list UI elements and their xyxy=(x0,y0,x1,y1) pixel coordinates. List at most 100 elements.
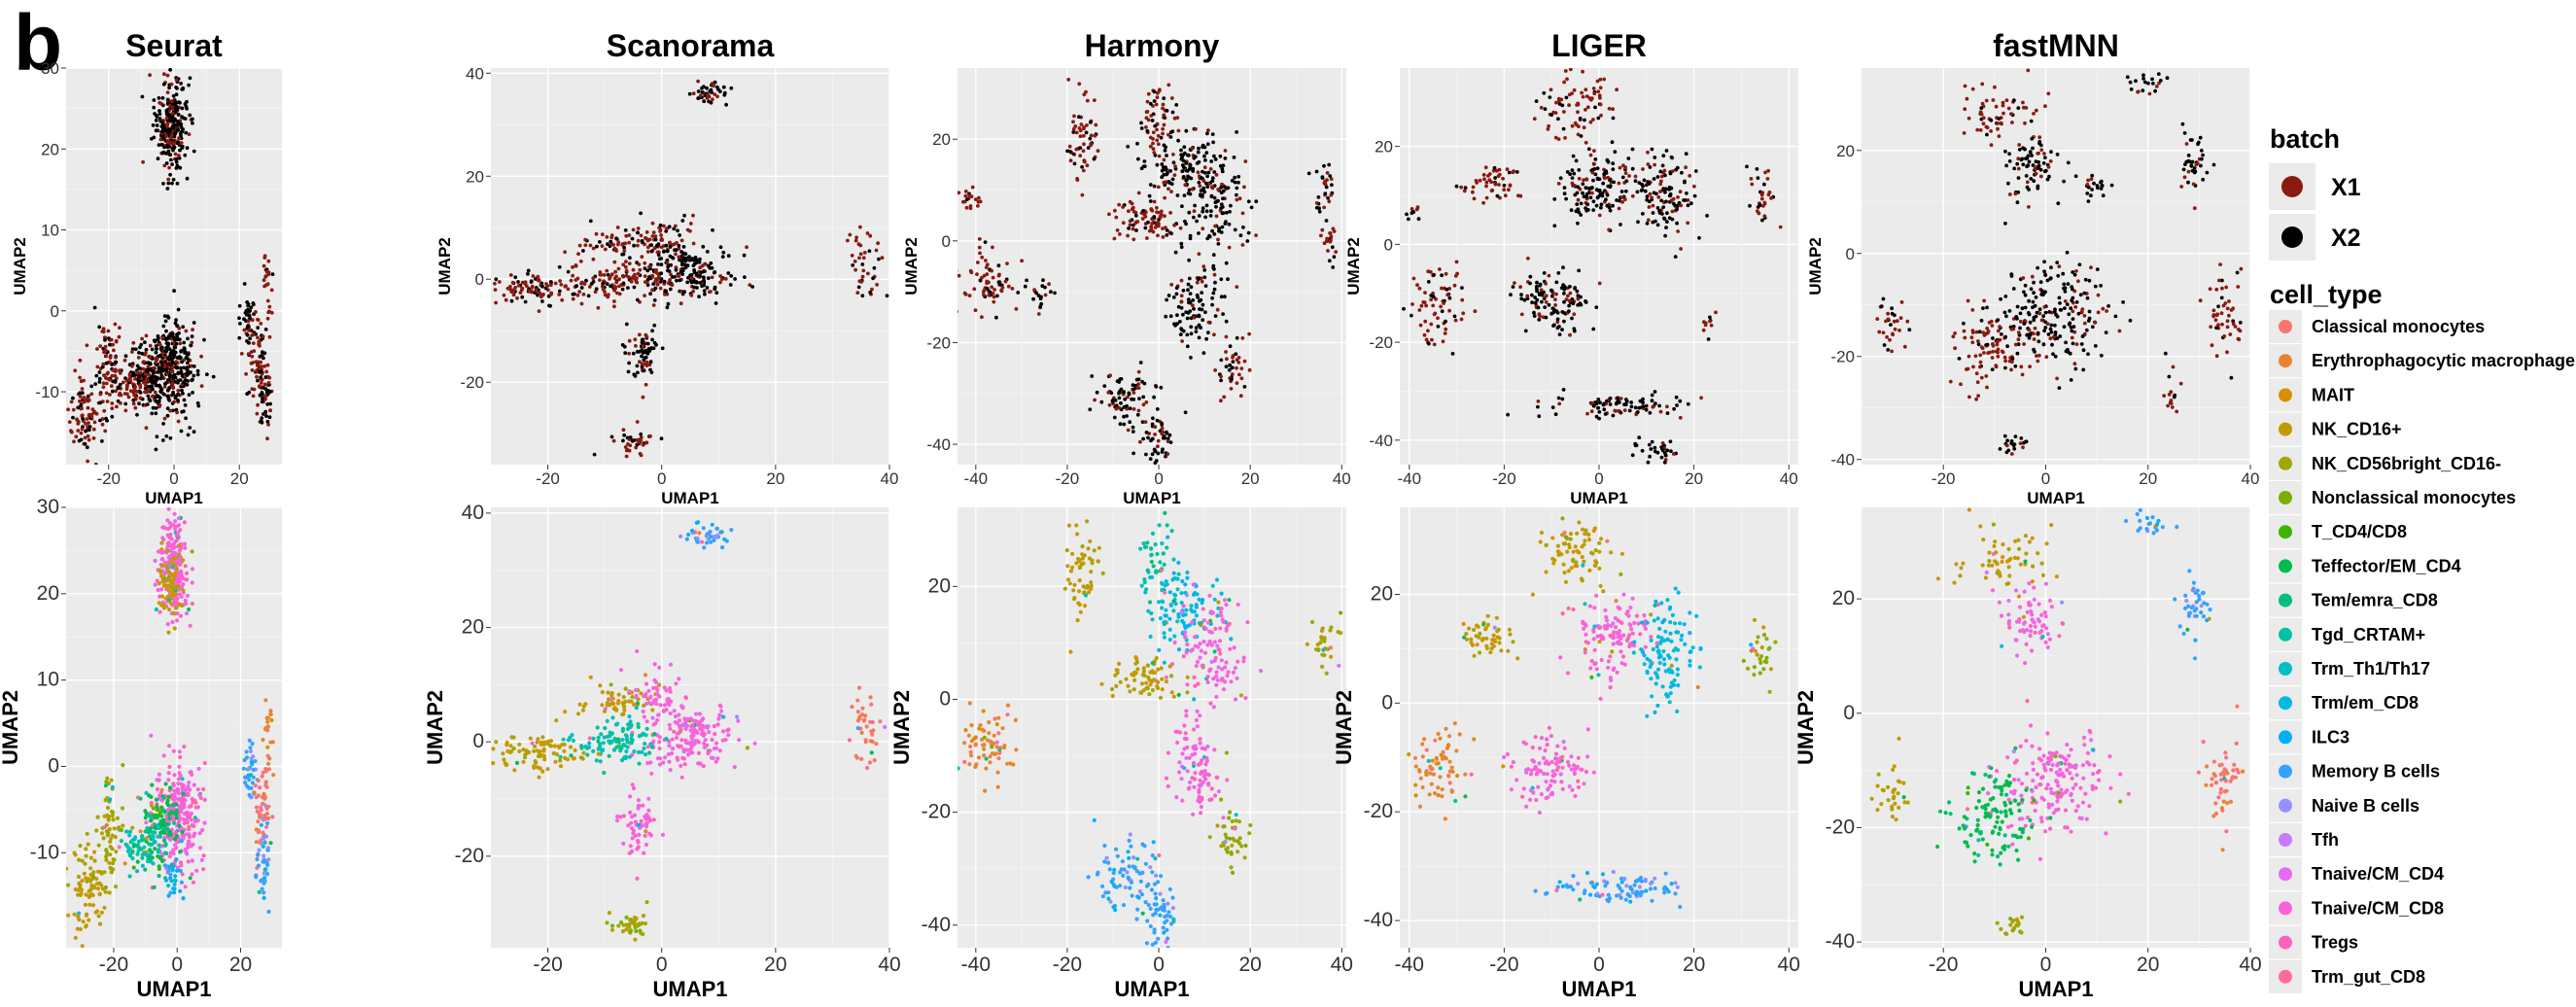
data-point xyxy=(2141,73,2145,78)
data-point xyxy=(2010,121,2014,124)
data-point xyxy=(132,388,137,393)
data-point xyxy=(1423,319,1428,324)
data-point xyxy=(112,348,116,353)
data-point xyxy=(1985,305,1989,310)
data-point xyxy=(1536,404,1540,409)
data-point xyxy=(1669,449,1673,453)
data-point xyxy=(1161,226,1165,231)
data-point xyxy=(669,262,673,267)
data-point xyxy=(108,360,112,365)
data-point xyxy=(161,134,166,139)
data-point xyxy=(700,86,704,90)
data-point xyxy=(252,387,257,392)
data-point xyxy=(173,571,178,576)
data-point xyxy=(1245,239,1250,243)
data-point xyxy=(866,271,870,276)
data-point xyxy=(588,243,593,248)
data-point xyxy=(953,197,957,201)
data-point xyxy=(85,445,89,450)
data-point xyxy=(691,263,696,268)
data-point xyxy=(2015,351,2020,356)
data-point xyxy=(69,399,74,404)
data-point xyxy=(702,289,707,293)
data-point xyxy=(1766,192,1771,197)
data-point xyxy=(1561,126,1566,131)
data-point xyxy=(1599,205,1603,210)
scatter-points xyxy=(1402,68,1783,465)
data-point xyxy=(591,276,596,281)
data-point xyxy=(2134,79,2138,84)
data-point xyxy=(1136,191,1141,195)
data-point xyxy=(1584,87,1588,92)
x-tick-label: -20 xyxy=(1932,469,1956,488)
x-tick-label: 40 xyxy=(881,469,899,488)
data-point xyxy=(175,865,181,870)
data-point xyxy=(86,434,90,438)
data-point xyxy=(1189,331,1194,336)
data-point xyxy=(715,94,719,99)
data-point xyxy=(1985,385,1989,390)
data-point xyxy=(674,248,679,253)
data-point xyxy=(1176,304,1181,309)
data-point xyxy=(166,177,171,182)
data-point xyxy=(1659,179,1663,184)
data-point xyxy=(267,304,272,309)
data-point xyxy=(1641,167,1645,171)
data-point xyxy=(2021,276,2026,280)
data-point xyxy=(1508,184,1513,188)
data-point xyxy=(202,820,207,825)
data-point xyxy=(176,127,180,132)
data-point xyxy=(705,86,709,90)
data-point xyxy=(1670,209,1675,214)
data-point xyxy=(624,322,629,327)
data-point xyxy=(539,295,543,299)
data-point xyxy=(183,153,188,157)
data-point xyxy=(2022,290,2026,295)
data-point xyxy=(1562,80,1566,85)
data-point xyxy=(185,365,190,369)
data-point xyxy=(76,405,81,410)
data-point xyxy=(177,542,182,547)
data-point xyxy=(154,128,158,133)
data-point xyxy=(667,225,672,229)
data-point xyxy=(165,73,170,78)
data-point xyxy=(665,260,670,265)
data-point xyxy=(692,285,696,290)
data-point xyxy=(2002,111,2005,116)
data-point xyxy=(83,441,87,446)
data-point xyxy=(263,409,268,414)
data-point xyxy=(265,298,270,303)
data-point xyxy=(1516,193,1520,198)
data-point xyxy=(1669,198,1674,203)
data-point xyxy=(1166,83,1171,87)
data-point xyxy=(72,439,76,444)
data-point xyxy=(1597,189,1601,193)
data-point xyxy=(1162,113,1166,118)
x-tick-label: 0 xyxy=(657,469,666,488)
data-point xyxy=(1560,310,1565,314)
data-point xyxy=(973,197,978,202)
data-point xyxy=(885,294,889,298)
data-point xyxy=(1555,320,1560,325)
data-point xyxy=(494,300,498,305)
data-point xyxy=(104,348,108,353)
data-point xyxy=(2042,152,2046,156)
data-point xyxy=(1158,429,1163,434)
data-point xyxy=(586,294,591,298)
data-point xyxy=(523,282,528,286)
data-point xyxy=(86,399,90,403)
data-point xyxy=(251,341,256,345)
data-point xyxy=(178,165,183,170)
data-point xyxy=(874,248,879,253)
data-point xyxy=(2003,365,2007,370)
data-point xyxy=(623,264,628,269)
data-point xyxy=(163,319,168,324)
data-point xyxy=(1567,298,1572,303)
data-point xyxy=(2084,328,2089,332)
data-point xyxy=(1655,175,1660,179)
data-point xyxy=(1148,144,1153,149)
data-point xyxy=(190,796,194,802)
data-point xyxy=(1202,170,1207,175)
data-point xyxy=(1136,156,1140,161)
data-point xyxy=(169,116,174,120)
